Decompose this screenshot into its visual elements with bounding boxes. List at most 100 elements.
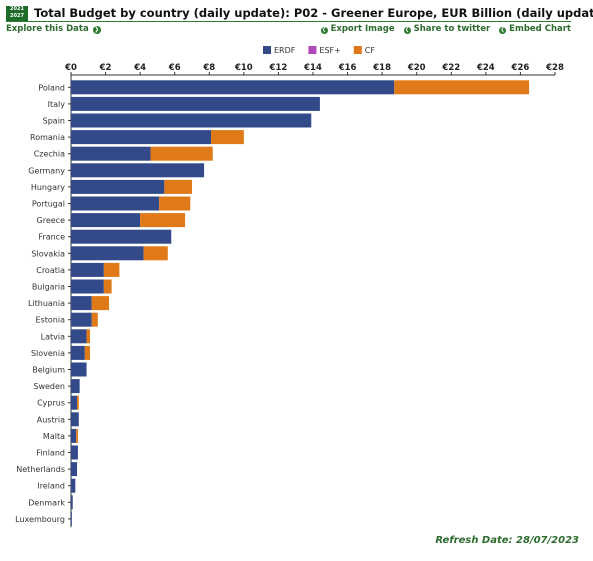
category-label: Estonia (36, 316, 66, 325)
bar-erdf-czechia (71, 146, 151, 161)
bar-cf-slovenia (84, 345, 91, 360)
explore-data-link[interactable]: Explore this Data ❯ (6, 24, 101, 34)
bar-cf-lithuania (91, 296, 110, 311)
x-tick-label: €2 (99, 63, 112, 73)
bar-cf-greece (140, 213, 186, 228)
bar-cf-croatia (103, 262, 120, 277)
category-label: Sweden (33, 382, 65, 391)
x-tick-label: €16 (338, 63, 357, 73)
period-badge: 2021 2027 (6, 6, 28, 21)
header-divider (6, 21, 571, 22)
bar-erdf-finland (71, 445, 78, 460)
x-tick-label: €4 (133, 63, 146, 73)
bar-erdf-belgium (71, 362, 87, 377)
x-tick-label: €22 (441, 63, 460, 73)
category-label: Czechia (34, 150, 65, 159)
bar-erdf-portugal (71, 196, 160, 211)
category-label: Denmark (28, 498, 65, 507)
bar-erdf-ireland (71, 478, 76, 493)
bar-erdf-slovakia (71, 246, 144, 261)
x-tick-label: €24 (476, 63, 495, 73)
category-label: Romania (30, 133, 65, 142)
category-label: Poland (38, 83, 65, 92)
bar-cf-latvia (86, 329, 91, 344)
category-label: Malta (43, 432, 65, 441)
bar-erdf-poland (71, 80, 395, 95)
legend-label-2: CF (365, 46, 376, 55)
x-tick-label: €6 (168, 63, 181, 73)
bar-erdf-croatia (71, 262, 104, 277)
category-label: Slovakia (31, 249, 65, 258)
category-label: Spain (43, 117, 65, 126)
bar-cf-malta (76, 428, 78, 443)
x-tick-label: €10 (234, 63, 253, 73)
bar-cf-czechia (150, 146, 213, 161)
bar-erdf-france (71, 229, 172, 244)
share-twitter-label: Share to twitter (413, 24, 491, 34)
category-label: Netherlands (16, 465, 65, 474)
chart-title: Total Budget by country (daily update): … (34, 6, 593, 20)
bar-erdf-germany (71, 163, 205, 178)
embed-chart-link[interactable]: ❮ Embed Chart (499, 24, 571, 34)
bar-cf-romania (211, 130, 244, 145)
category-label: Belgium (32, 366, 65, 375)
chart-header: 2021 2027 Total Budget by country (daily… (6, 6, 593, 22)
bar-erdf-bulgaria (71, 279, 104, 294)
category-label: Germany (28, 166, 65, 175)
category-label: Portugal (32, 200, 65, 209)
x-tick-label: €14 (303, 63, 322, 73)
category-label: Latvia (41, 332, 65, 341)
category-label: Greece (37, 216, 66, 225)
x-tick-label: €18 (372, 63, 391, 73)
bar-cf-cyprus (77, 395, 79, 410)
bar-erdf-romania (71, 130, 212, 145)
toolbar: Explore this Data ❯ ❮ Export Image ❮ Share … (6, 24, 571, 36)
embed-chart-label: Embed Chart (509, 24, 571, 34)
legend-label-1: ESF+ (319, 46, 340, 55)
export-image-link[interactable]: ❮ Export Image (320, 24, 395, 34)
explore-data-label: Explore this Data (6, 24, 89, 34)
bar-erdf-hungary (71, 179, 165, 194)
category-label: Slovenia (31, 349, 65, 358)
category-label: Italy (48, 100, 66, 109)
bar-cf-hungary (164, 179, 192, 194)
bar-erdf-austria (71, 412, 79, 427)
x-tick-label: €12 (269, 63, 288, 73)
legend-swatch-0 (263, 46, 271, 54)
bar-erdf-slovenia (71, 345, 85, 360)
bar-erdf-greece (71, 213, 141, 228)
category-label: Bulgaria (32, 283, 65, 292)
bar-erdf-latvia (71, 329, 87, 344)
x-tick-label: €28 (545, 63, 564, 73)
category-label: Austria (37, 415, 65, 424)
bar-erdf-spain (71, 113, 312, 128)
bar-cf-bulgaria (103, 279, 112, 294)
category-label: Cyprus (37, 399, 65, 408)
bar-erdf-cyprus (71, 395, 78, 410)
x-tick-label: €26 (511, 63, 530, 73)
bar-erdf-lithuania (71, 296, 92, 311)
bar-cf-estonia (91, 312, 98, 327)
share-twitter-link[interactable]: ❮ Share to twitter (403, 24, 491, 34)
chevron-right-icon: ❯ (92, 26, 101, 34)
bar-erdf-denmark (71, 495, 73, 510)
chart-actions: ❮ Export Image ❮ Share to twitter ❮ Embed C… (315, 24, 571, 34)
legend-swatch-1 (308, 46, 317, 54)
bar-cf-slovakia (143, 246, 168, 261)
badge-year-end: 2027 (10, 13, 24, 19)
category-label: Ireland (37, 482, 65, 491)
chevron-left-icon: ❮ (403, 27, 411, 34)
bar-cf-portugal (159, 196, 191, 211)
chevron-left-icon: ❮ (499, 27, 507, 34)
export-image-label: Export Image (330, 24, 395, 34)
bar-erdf-italy (71, 96, 320, 111)
bar-erdf-malta (71, 428, 77, 443)
bar-erdf-netherlands (71, 462, 78, 477)
category-label: Finland (36, 449, 65, 458)
x-tick-label: €8 (202, 63, 215, 73)
bar-cf-poland (394, 80, 530, 95)
category-label: Lithuania (28, 299, 65, 308)
bar-erdf-luxembourg (71, 511, 72, 526)
bar-erdf-sweden (71, 379, 80, 394)
